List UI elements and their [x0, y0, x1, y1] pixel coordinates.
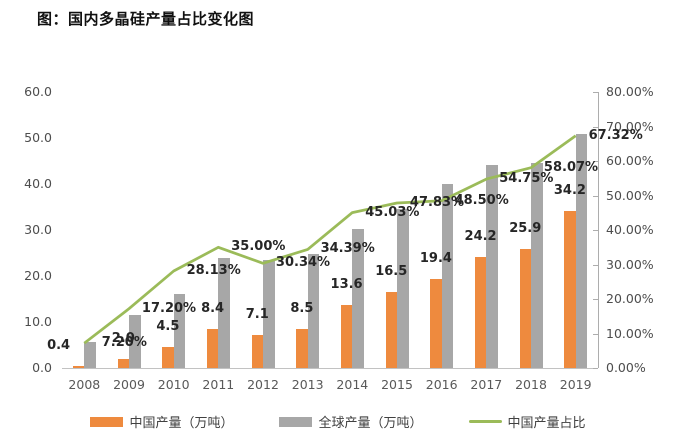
share-label-2009: 17.20%: [141, 300, 197, 316]
right-axis-tick-mark: [593, 126, 598, 128]
right-axis-tick-mark: [593, 161, 598, 162]
x-axis-label-2010: 2010: [157, 377, 190, 392]
share-label-2012: 30.34%: [275, 255, 331, 271]
left-axis-tick-label: 10.0: [24, 314, 52, 329]
value-label-china-2011: 8.4: [201, 301, 225, 317]
bar-china-2010: [162, 347, 174, 368]
left-axis-tick-label: 50.0: [24, 130, 52, 145]
right-axis-tick-label: 60.00%: [606, 153, 654, 168]
left-axis-tick-label: 0.0: [32, 360, 52, 375]
value-label-china-2018: 25.9: [509, 220, 542, 236]
right-axis-tick-label: 40.00%: [606, 222, 654, 237]
bar-global-2019: [575, 134, 588, 368]
x-axis-label-2016: 2016: [425, 377, 458, 392]
right-axis-tick-mark: [593, 368, 598, 369]
left-axis-tick-label: 60.0: [24, 84, 52, 99]
x-axis-label-2012: 2012: [247, 377, 279, 392]
bar-china-2019: [564, 210, 576, 368]
right-axis-tick-mark: [593, 92, 598, 93]
share-label-2018: 58.07%: [543, 159, 599, 175]
right-axis-tick-mark: [593, 195, 598, 197]
value-label-china-2017: 24.2: [464, 228, 497, 244]
value-label-china-2012: 7.1: [245, 307, 269, 323]
share-label-2017: 54.75%: [499, 171, 554, 187]
right-axis-tick-label: 80.00%: [606, 84, 654, 99]
value-label-china-2009: 2.0: [111, 330, 135, 346]
legend-label-china-share: 中国产量占比: [507, 416, 586, 431]
right-axis-tick-label: 50.00%: [606, 187, 654, 203]
left-axis-tick-label: 30.0: [24, 222, 52, 237]
legend-item-china-share: 中国产量占比: [468, 412, 586, 431]
share-label-2016: 48.50%: [454, 192, 509, 208]
bar-china-2017: [474, 256, 487, 368]
left-axis-tick-label: 40.0: [24, 176, 52, 191]
share-label-2008: 7.20%: [101, 335, 147, 351]
x-axis-label-2009: 2009: [113, 377, 145, 392]
value-label-china-2008: 0.4: [47, 338, 71, 354]
bar-china-2014: [340, 305, 353, 368]
value-label-china-2016: 19.4: [419, 250, 452, 266]
legend-label-global-production: 全球产量（万吨）: [318, 416, 423, 431]
share-label-2010: 28.13%: [186, 262, 241, 278]
right-axis-tick-label: 30.00%: [606, 256, 654, 272]
right-axis-tick-mark: [593, 299, 598, 300]
bar-china-2012: [251, 335, 263, 368]
bar-global-2015: [397, 209, 409, 368]
bar-china-2009: [117, 358, 129, 368]
x-axis-label-2017: 2017: [470, 377, 503, 392]
bar-global-2016: [441, 184, 454, 368]
bar-china-2013: [296, 328, 308, 368]
china-production-swatch-icon: [90, 416, 124, 427]
x-axis-label-2018: 2018: [515, 377, 547, 392]
x-axis-label-2014: 2014: [336, 377, 369, 392]
x-axis-label-2013: 2013: [291, 377, 324, 392]
x-axis-label-2008: 2008: [68, 377, 101, 392]
legend-item-global-production: 全球产量（万吨）: [279, 412, 423, 431]
value-label-china-2014: 13.6: [330, 277, 363, 293]
bar-china-2018: [519, 248, 531, 368]
legend-item-china-production: 中国产量（万吨）: [90, 412, 233, 431]
right-axis-tick-mark: [593, 333, 598, 335]
bar-china-2008: [72, 366, 85, 368]
legend-label-china-production: 中国产量（万吨）: [129, 416, 234, 431]
share-label-2013: 34.39%: [320, 241, 375, 257]
bar-china-2011: [206, 329, 219, 368]
share-label-2019: 67.32%: [588, 127, 643, 143]
bar-global-2008: [84, 342, 96, 368]
x-axis-label-2015: 2015: [381, 377, 413, 392]
right-axis-line: [598, 92, 599, 368]
china-share-line-swatch-icon: [468, 419, 502, 424]
right-axis-tick-label: 70.00%: [606, 118, 654, 134]
bar-china-2016: [430, 278, 442, 368]
value-label-china-2019: 34.2: [553, 182, 586, 198]
left-axis-tick-label: 20.0: [24, 268, 52, 283]
right-axis-tick-label: 0.00%: [606, 360, 646, 375]
right-axis-tick-label: 10.00%: [606, 325, 654, 341]
right-axis-tick-mark: [593, 230, 598, 231]
chart-title: 图：国内多晶硅产量占比变化图: [37, 10, 255, 28]
share-label-2011: 35.00%: [231, 239, 286, 255]
x-axis-label-2011: 2011: [202, 377, 235, 392]
x-axis-line: [62, 368, 598, 369]
right-axis-tick-label: 20.00%: [606, 291, 654, 306]
legend: 中国产量（万吨） 全球产量（万吨） 中国产量占比: [0, 412, 676, 431]
x-axis-label-2019: 2019: [559, 377, 592, 392]
value-label-china-2015: 16.5: [375, 264, 408, 280]
global-production-swatch-icon: [279, 416, 313, 427]
right-axis-tick-mark: [593, 264, 598, 266]
share-label-2015: 47.83%: [409, 194, 465, 210]
value-label-china-2010: 4.5: [156, 319, 180, 335]
share-label-2014: 45.03%: [365, 204, 420, 220]
bar-china-2015: [385, 292, 397, 368]
value-label-china-2013: 8.5: [290, 300, 314, 316]
